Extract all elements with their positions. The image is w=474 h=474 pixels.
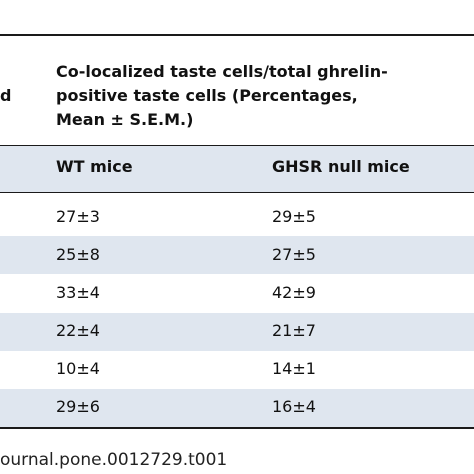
group-header-line-1: Co-localized taste cells/total ghrelin- <box>56 62 388 81</box>
table-doi: ournal.pone.0012729.t001 <box>0 450 228 470</box>
row-band-4 <box>0 313 474 351</box>
row-band-2 <box>0 236 474 274</box>
subheader-bottom-rule <box>0 192 474 193</box>
column-header-wt-mice: WT mice <box>56 157 133 176</box>
table-cell-wt-row-3: 33±4 <box>56 283 100 302</box>
row-band-6 <box>0 389 474 427</box>
table-cell-wt-row-1: 27±3 <box>56 207 100 226</box>
table-cell-wt-row-5: 10±4 <box>56 359 100 378</box>
column-header-fragment: d <box>0 86 12 105</box>
table-cell-wt-row-2: 25±8 <box>56 245 100 264</box>
table-cell-wt-row-4: 22±4 <box>56 321 100 340</box>
table-cell-ghsr-row-5: 14±1 <box>272 359 316 378</box>
table-cell-ghsr-row-2: 27±5 <box>272 245 316 264</box>
table-cell-ghsr-row-1: 29±5 <box>272 207 316 226</box>
table-top-rule <box>0 34 474 36</box>
group-header-line-3: Mean ± S.E.M.) <box>56 110 194 129</box>
table-cell-ghsr-row-3: 42±9 <box>272 283 316 302</box>
group-header-line-2: positive taste cells (Percentages, <box>56 86 358 105</box>
subheader-band <box>0 146 474 192</box>
table-bottom-rule <box>0 427 474 429</box>
table-cell-wt-row-6: 29±6 <box>56 397 100 416</box>
column-header-ghsr-null-mice: GHSR null mice <box>272 157 410 176</box>
table-cell-ghsr-row-6: 16±4 <box>272 397 316 416</box>
subheader-top-rule <box>0 145 474 146</box>
table-cell-ghsr-row-4: 21±7 <box>272 321 316 340</box>
